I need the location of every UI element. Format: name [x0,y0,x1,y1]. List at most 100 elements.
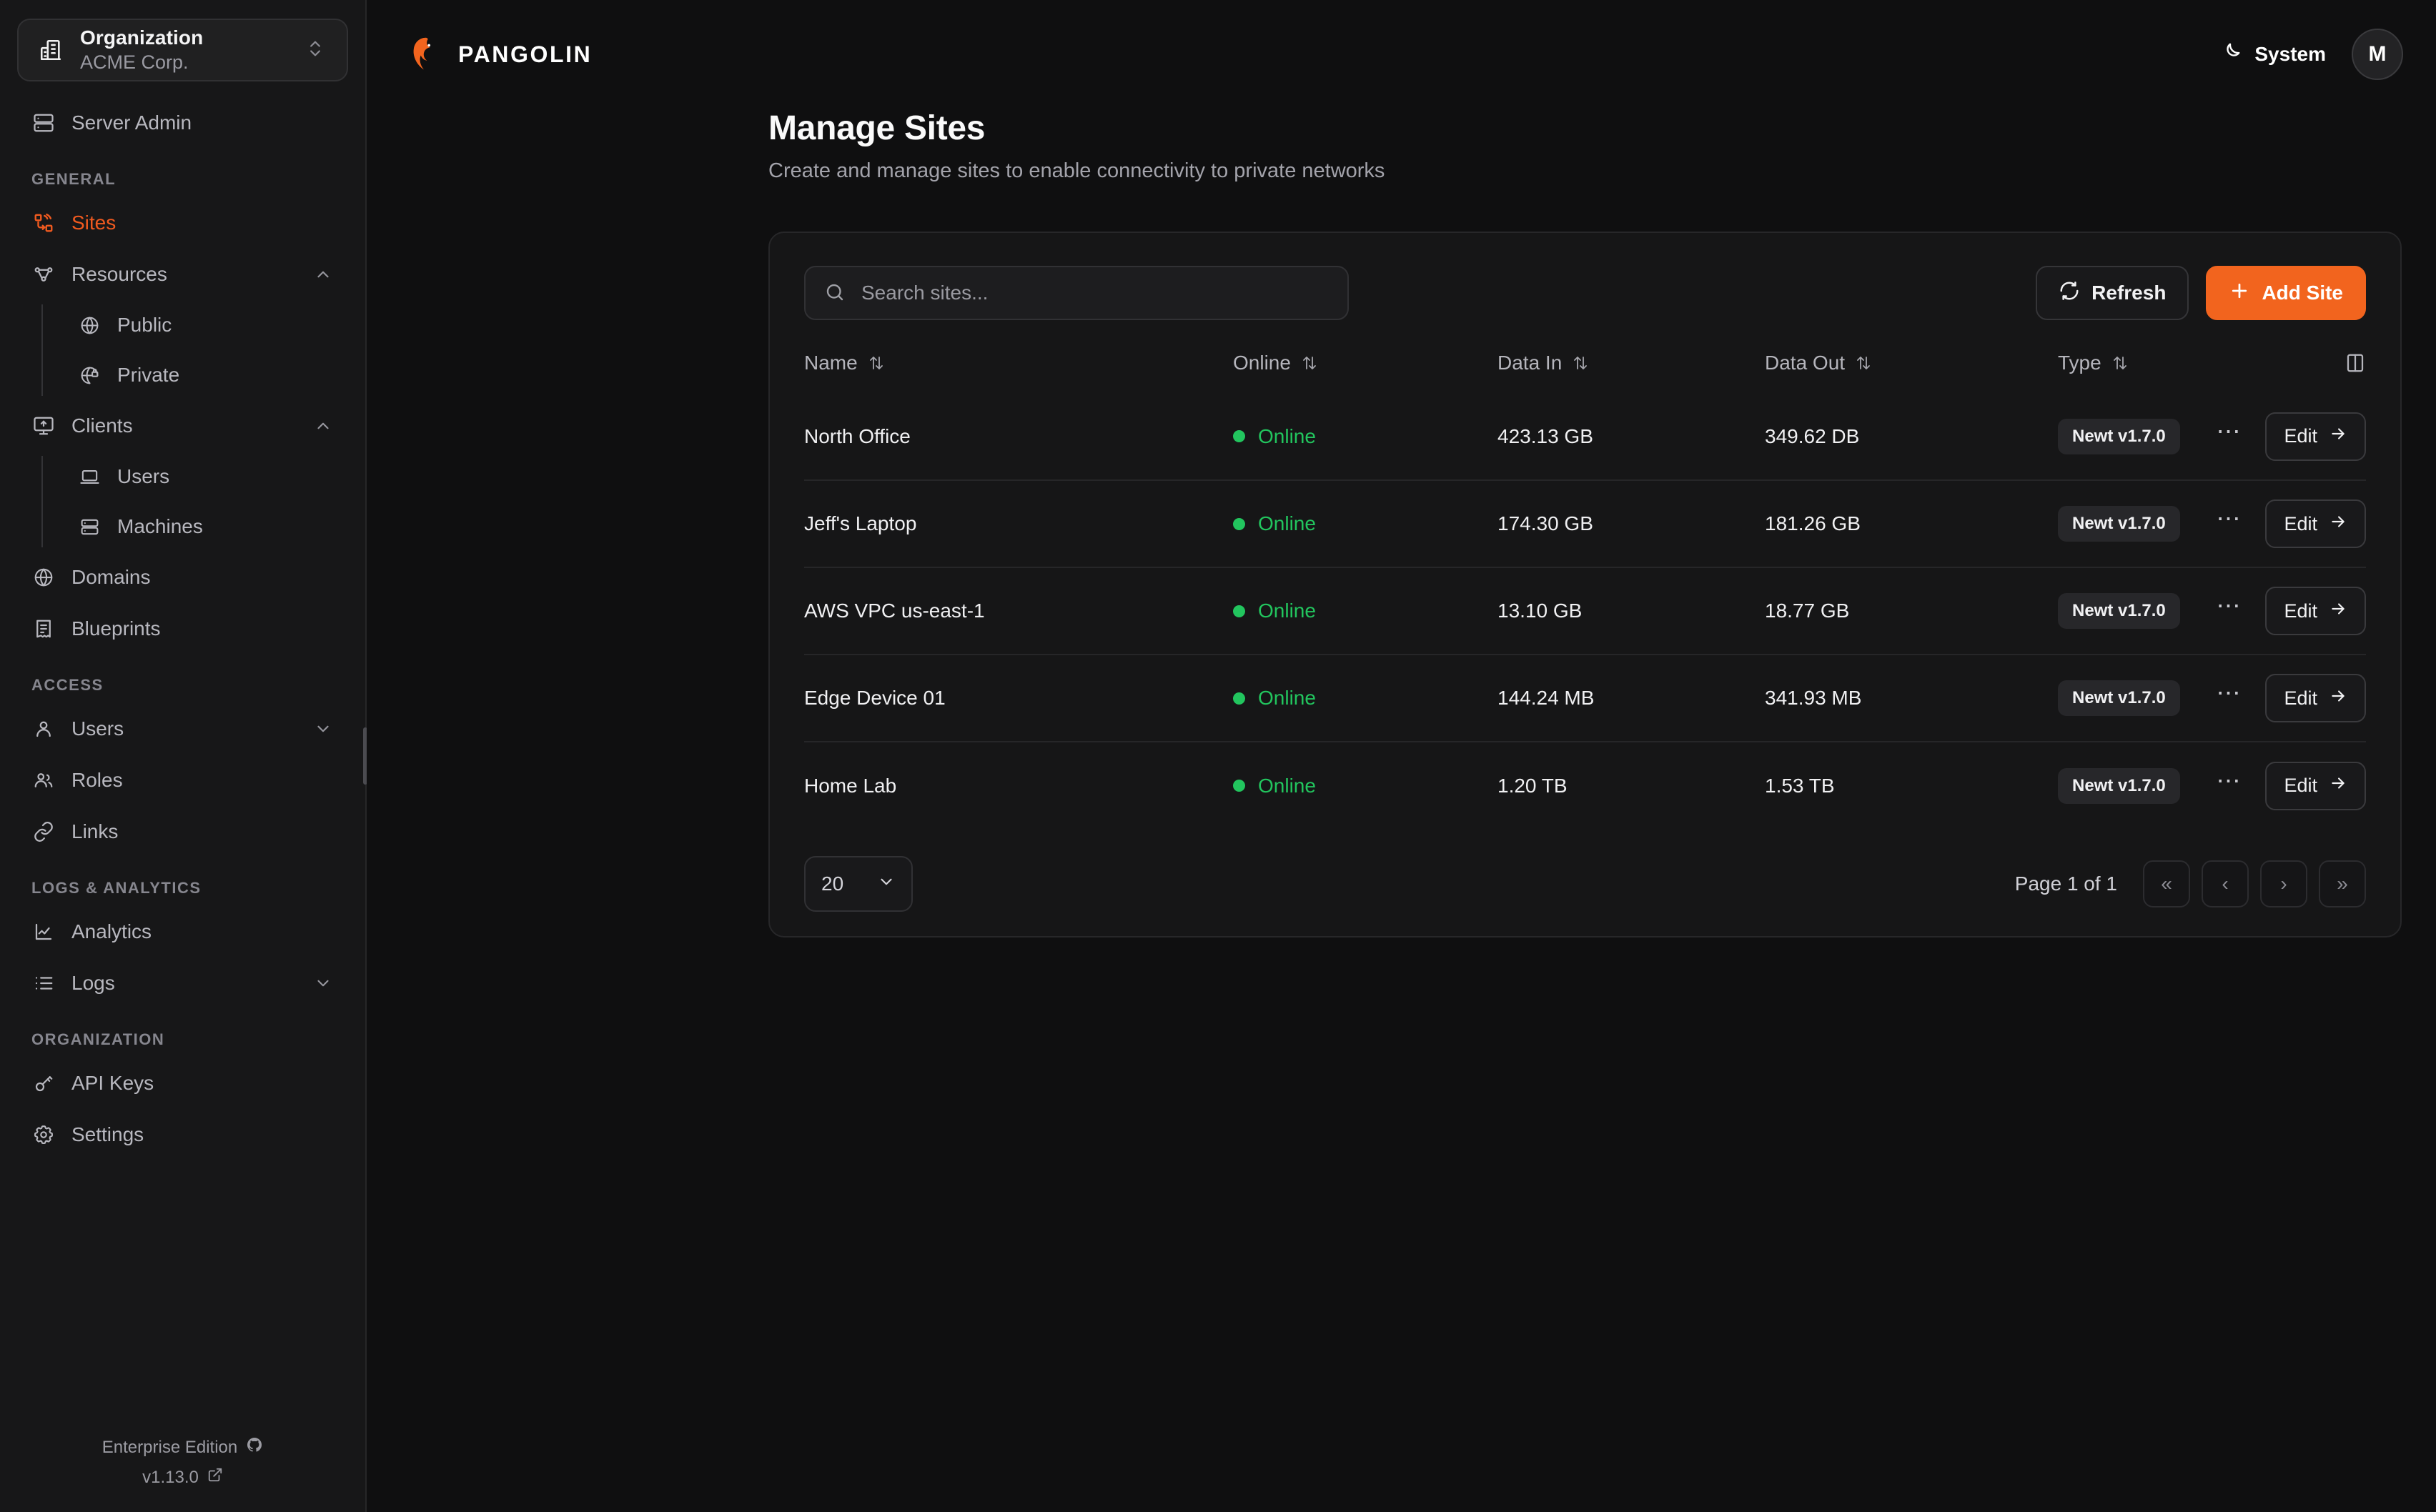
cell-data-in: 1.20 TB [1497,741,1765,829]
sites-toolbar: Refresh Add Site [804,266,2366,320]
cell-data-out: 341.93 MB [1765,654,2058,742]
sidebar-item-machines[interactable]: Machines [63,502,348,552]
search-box[interactable] [804,266,1349,320]
server-icon [31,111,56,135]
ellipsis-icon[interactable]: ⋯ [2216,417,2242,445]
sort-icon [1855,354,1873,372]
last-page-button[interactable]: » [2319,860,2366,907]
column-header-type[interactable]: Type [2058,344,2194,393]
cell-actions: ⋯ Edit [2194,393,2366,480]
add-site-button[interactable]: Add Site [2206,266,2366,320]
table-row[interactable]: Jeff's Laptop Online 174.30 GB 181.26 GB… [804,479,2366,567]
type-badge: Newt v1.7.0 [2058,418,2180,454]
table-row[interactable]: North Office Online 423.13 GB 349.62 DB … [804,393,2366,480]
ellipsis-icon[interactable]: ⋯ [2216,680,2242,707]
status-dot [1233,517,1245,530]
refresh-button[interactable]: Refresh [2036,266,2189,320]
table-row[interactable]: AWS VPC us-east-1 Online 13.10 GB 18.77 … [804,567,2366,655]
sidebar-item-links[interactable]: Links [17,806,348,857]
column-header-name[interactable]: Name [804,344,1233,393]
edition-link[interactable]: Enterprise Edition [102,1436,263,1458]
organization-switcher[interactable]: Organization ACME Corp. [17,19,348,81]
column-header-data-out[interactable]: Data Out [1765,344,2058,393]
sidebar-item-users-clients[interactable]: Users [63,452,348,502]
sidebar-item-label: Blueprints [71,617,161,640]
chevron-down-icon[interactable] [312,720,334,738]
sidebar-item-private[interactable]: Private [63,350,348,400]
sidebar-item-settings[interactable]: Settings [17,1109,348,1160]
sidebar-item-analytics[interactable]: Analytics [17,906,348,958]
cell-data-out: 349.62 DB [1765,424,1860,447]
user-icon [31,717,56,741]
sidebar-item-api-keys[interactable]: API Keys [17,1058,348,1109]
refresh-icon [2059,280,2080,307]
column-label: Name [804,352,858,374]
sidebar-item-public[interactable]: Public [63,300,348,350]
column-header-online[interactable]: Online [1233,344,1497,393]
status-dot [1233,605,1245,617]
sidebar-scrollbar-thumb[interactable] [363,727,367,785]
page-content: Manage Sites Create and manage sites to … [367,109,2436,937]
sites-card: Refresh Add Site Nam [768,232,2402,937]
edit-button[interactable]: Edit [2265,761,2366,810]
brand[interactable]: PANGOLIN [401,32,592,76]
sort-icon [2111,354,2130,372]
organization-text: Organization ACME Corp. [80,26,289,74]
sidebar-section-general: GENERAL [31,170,117,188]
chevrons-up-down-icon [305,39,328,62]
search-input[interactable] [861,282,1329,304]
cell-data-in: 174.30 GB [1497,479,1765,567]
cell-name: Jeff's Laptop [804,479,1233,567]
ellipsis-icon[interactable]: ⋯ [2216,767,2242,795]
edit-label: Edit [2284,775,2317,796]
table-row[interactable]: Home Lab Online 1.20 TB 1.53 TB Newt v1.… [804,741,2366,829]
first-page-button[interactable]: « [2143,860,2190,907]
sidebar-item-users[interactable]: Users [17,703,348,755]
ellipsis-icon[interactable]: ⋯ [2216,505,2242,532]
cell-online: Online [1233,741,1497,829]
theme-toggle[interactable]: System [2220,41,2326,68]
server-icon [77,514,102,539]
sidebar-item-label: Clients [71,414,133,437]
next-page-button[interactable]: › [2260,860,2307,907]
sidebar-item-roles[interactable]: Roles [17,755,348,806]
sidebar-item-logs[interactable]: Logs [17,958,348,1009]
globe-lock-icon [77,363,102,387]
sort-icon [868,354,886,372]
sites-icon [31,211,56,235]
edit-button[interactable]: Edit [2265,587,2366,635]
chevron-down-icon[interactable] [312,974,334,993]
gear-icon [31,1123,56,1147]
sidebar-item-domains[interactable]: Domains [17,552,348,603]
version-link[interactable]: v1.13.0 [142,1467,223,1488]
arrow-right-icon [2329,424,2347,448]
sidebar-item-clients[interactable]: Clients [17,400,348,452]
sidebar-item-resources[interactable]: Resources [17,249,348,300]
columns-icon[interactable] [2194,352,2366,374]
sidebar-item-label: Server Admin [71,111,192,134]
cell-online: Online [1233,479,1497,567]
sidebar-item-sites[interactable]: Sites [17,197,348,249]
brand-label: PANGOLIN [458,41,593,67]
sidebar-item-label: Links [71,820,119,842]
ellipsis-icon[interactable]: ⋯ [2216,592,2242,620]
sidebar: Organization ACME Corp. Server Admin [0,0,367,1512]
edit-button[interactable]: Edit [2265,412,2366,461]
type-badge: Newt v1.7.0 [2058,506,2180,542]
prev-page-button[interactable]: ‹ [2202,860,2249,907]
sidebar-item-server-admin[interactable]: Server Admin [17,97,348,149]
sidebar-item-blueprints[interactable]: Blueprints [17,603,348,655]
avatar[interactable]: M [2352,29,2403,80]
sidebar-nav: Server Admin GENERAL Sites [0,97,365,1436]
edit-button[interactable]: Edit [2265,499,2366,548]
cell-name: Edge Device 01 [804,654,1233,742]
table-row[interactable]: Edge Device 01 Online 144.24 MB 341.93 M… [804,654,2366,742]
page-size-select[interactable]: 20 [804,856,913,912]
chevron-up-icon[interactable] [312,417,334,435]
edit-button[interactable]: Edit [2265,674,2366,722]
chevron-up-icon[interactable] [312,265,334,284]
table-footer: 20 Page 1 of 1 « ‹ › » [804,856,2366,912]
column-header-data-in[interactable]: Data In [1497,344,1765,393]
sidebar-item-label: Domains [71,566,151,588]
cell-online: Online [1233,567,1497,655]
